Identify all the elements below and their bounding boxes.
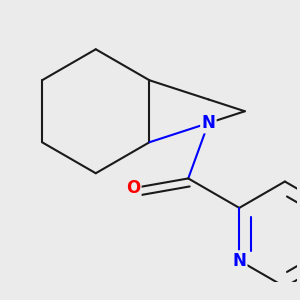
Text: N: N — [232, 252, 246, 270]
Text: N: N — [202, 114, 215, 132]
Text: O: O — [126, 179, 140, 197]
